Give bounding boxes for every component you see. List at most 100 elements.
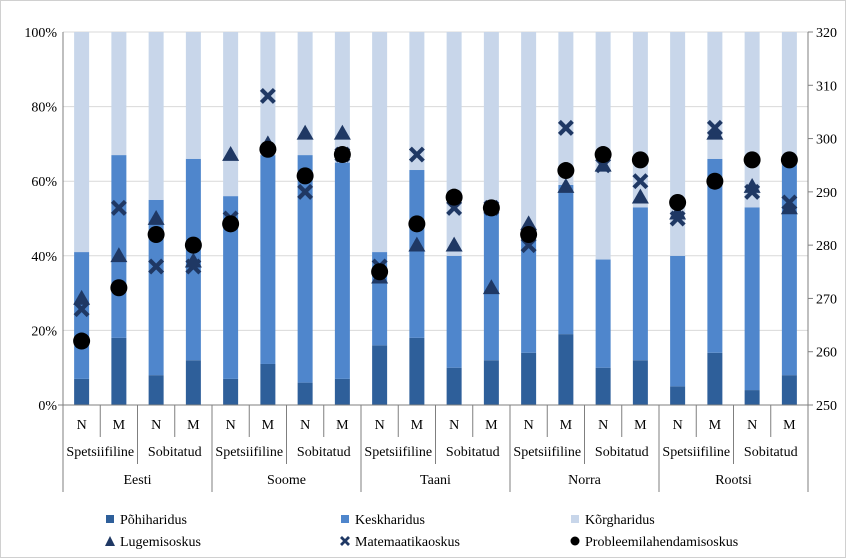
bar-segment (483, 360, 499, 405)
bar-segment (409, 337, 425, 405)
right-tick-label: 270 (816, 292, 837, 307)
category-label: N (524, 418, 534, 433)
circle-point (110, 279, 128, 297)
x-point (744, 183, 761, 200)
triangle-point (222, 146, 240, 161)
circle-point (296, 167, 314, 185)
subgroup-label: Spetsiifiline (215, 445, 283, 460)
subgroup-label: Sobitatud (595, 445, 649, 460)
category-label: M (336, 418, 349, 433)
x-point (110, 199, 127, 216)
triangle-point (408, 236, 426, 252)
category-label: N (151, 418, 161, 433)
left-tick-label: 100% (24, 26, 57, 41)
circle-point (333, 146, 351, 164)
x-point (781, 194, 798, 211)
legend-label: Kõrgharidus (585, 513, 655, 528)
subgroup-label: Sobitatud (297, 445, 351, 460)
right-tick-label: 280 (816, 239, 837, 254)
subgroup-label: Sobitatud (148, 445, 202, 460)
circle-point (445, 188, 463, 206)
legend-swatch (571, 515, 579, 523)
left-tick-label: 40% (31, 250, 57, 265)
category-label: N (598, 418, 608, 433)
bar-segment (707, 158, 723, 353)
category-label: M (783, 418, 796, 433)
circle-point (669, 194, 687, 212)
category-label: M (634, 418, 647, 433)
left-tick-label: 60% (31, 175, 57, 190)
bar-segment (297, 382, 313, 405)
bar-segment (334, 32, 350, 163)
x-point (669, 210, 686, 227)
bar-segment (744, 207, 760, 391)
triangle-point (73, 289, 91, 305)
bar-segment (334, 378, 350, 405)
legend-swatch (106, 515, 114, 523)
bar-segment (446, 32, 462, 256)
circle-point (631, 151, 649, 169)
triangle-point (296, 124, 314, 140)
subgroup-label: Sobitatud (744, 445, 798, 460)
circle-point (743, 151, 761, 169)
bar-segment (223, 196, 239, 379)
category-label: N (226, 418, 236, 433)
triangle-point (482, 279, 500, 295)
right-tick-label: 290 (816, 186, 837, 201)
circle-point (184, 236, 202, 254)
legend-swatch (340, 536, 350, 546)
bar-segment (111, 32, 127, 156)
triangle-point (520, 215, 538, 231)
subgroup-label: Spetsiifiline (66, 445, 134, 460)
bar-segment (297, 155, 313, 383)
circle-point (147, 225, 165, 243)
left-tick-label: 80% (31, 101, 57, 116)
bar-segment (409, 170, 425, 338)
bar-segment (74, 378, 90, 405)
left-tick-label: 0% (38, 399, 57, 414)
x-point (259, 87, 276, 104)
category-label: N (747, 418, 757, 433)
bar-segment (521, 32, 537, 238)
circle-point (408, 215, 426, 233)
legend-label: Matemaatikaoskus (355, 535, 460, 550)
bar-segment (521, 237, 537, 353)
bar-segment (632, 207, 648, 361)
right-axis-ticks: 250 260 270 280 290 300 310 320 (816, 26, 837, 414)
triangle-point (333, 124, 351, 140)
category-label: M (262, 418, 275, 433)
bar-segment (148, 32, 164, 200)
bar-segment (558, 32, 574, 185)
right-tick-label: 310 (816, 79, 837, 94)
axes (58, 31, 813, 492)
bar-segment (595, 367, 611, 405)
left-tick-label: 20% (31, 324, 57, 339)
category-label: M (113, 418, 126, 433)
circle-point (706, 172, 724, 190)
category-label: M (709, 418, 722, 433)
category-label: N (449, 418, 459, 433)
triangle-point (631, 188, 649, 204)
bar-segment (707, 352, 723, 405)
category-label: N (77, 418, 87, 433)
x-point (185, 258, 202, 275)
circle-point (520, 225, 538, 243)
bar-segment (781, 162, 797, 376)
bar-segment (670, 255, 686, 387)
bar-segment (558, 184, 574, 335)
bar-segment (781, 375, 797, 405)
triangle-point (445, 236, 463, 252)
legend-label: Keskharidus (355, 513, 425, 528)
subgroup-label: Sobitatud (446, 445, 500, 460)
group-label: Rootsi (715, 473, 752, 488)
bar-segment (707, 32, 723, 159)
x-point (632, 173, 649, 190)
category-label: M (560, 418, 573, 433)
legend-swatch (341, 515, 349, 523)
bar-segment (260, 363, 276, 405)
bar-segment (595, 32, 611, 260)
x-point (297, 183, 314, 200)
bar-segment (334, 162, 350, 379)
bar-segment (521, 352, 537, 405)
